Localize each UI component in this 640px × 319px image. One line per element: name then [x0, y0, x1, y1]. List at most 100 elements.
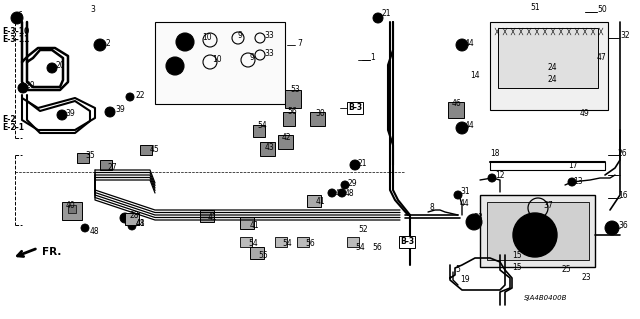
Text: 15: 15: [512, 251, 522, 261]
Text: 37: 37: [543, 202, 553, 211]
Bar: [253, 125, 265, 137]
Text: 35: 35: [85, 152, 95, 160]
Circle shape: [520, 220, 550, 250]
Text: 2: 2: [106, 39, 111, 48]
Text: 15: 15: [512, 263, 522, 272]
Circle shape: [328, 189, 336, 197]
Bar: [240, 217, 254, 229]
Bar: [498, 28, 598, 88]
Text: 54: 54: [257, 121, 267, 130]
Text: 54: 54: [282, 240, 292, 249]
Text: 27: 27: [108, 164, 118, 173]
Bar: [347, 237, 359, 247]
Bar: [240, 237, 252, 247]
Text: 9: 9: [250, 54, 255, 63]
Text: 21: 21: [382, 10, 392, 19]
Text: 56: 56: [287, 108, 297, 116]
Text: 36: 36: [618, 221, 628, 231]
Circle shape: [466, 214, 482, 230]
Bar: [200, 210, 214, 222]
Text: 5: 5: [455, 265, 460, 275]
Circle shape: [81, 224, 89, 232]
Bar: [140, 145, 152, 155]
Text: E-2: E-2: [2, 115, 15, 124]
Circle shape: [128, 222, 136, 230]
Text: E-2-1: E-2-1: [2, 123, 24, 132]
Circle shape: [105, 107, 115, 117]
Text: E-3-11: E-3-11: [2, 35, 29, 44]
Circle shape: [166, 57, 184, 75]
Bar: [260, 142, 275, 156]
Text: 9: 9: [238, 32, 243, 41]
Circle shape: [176, 33, 194, 51]
Bar: [68, 205, 76, 213]
Text: 30: 30: [315, 108, 324, 117]
Text: 54: 54: [248, 240, 258, 249]
Text: 44: 44: [460, 198, 470, 207]
Bar: [77, 153, 89, 163]
Circle shape: [341, 181, 349, 189]
Text: 32: 32: [620, 32, 630, 41]
Circle shape: [488, 174, 496, 182]
Bar: [448, 102, 464, 118]
Text: 28: 28: [130, 211, 140, 220]
Text: 42: 42: [335, 189, 344, 197]
Text: 24: 24: [548, 76, 557, 85]
Text: 24: 24: [548, 63, 557, 72]
Text: 50: 50: [597, 5, 607, 14]
Text: 44: 44: [465, 39, 475, 48]
Text: 41: 41: [136, 219, 146, 228]
Circle shape: [11, 12, 23, 24]
Text: 38: 38: [473, 213, 483, 222]
Text: 26: 26: [618, 149, 628, 158]
Circle shape: [94, 39, 106, 51]
Text: 33: 33: [264, 49, 274, 58]
Text: E-3-10: E-3-10: [2, 27, 29, 36]
Circle shape: [57, 110, 67, 120]
Circle shape: [126, 93, 134, 101]
Text: SJA4B0400B: SJA4B0400B: [524, 295, 568, 301]
Text: 7: 7: [297, 40, 302, 48]
Text: FR.: FR.: [42, 247, 61, 257]
Text: 56: 56: [372, 243, 381, 253]
Text: 40: 40: [66, 202, 76, 211]
Circle shape: [338, 189, 346, 197]
Text: 12: 12: [495, 172, 504, 181]
Text: 42: 42: [282, 133, 292, 143]
Text: 13: 13: [573, 176, 582, 186]
Text: B-3: B-3: [400, 238, 414, 247]
Text: 49: 49: [580, 108, 589, 117]
Bar: [310, 112, 325, 126]
Circle shape: [47, 63, 57, 73]
Text: 21: 21: [358, 159, 367, 167]
Text: 48: 48: [345, 189, 355, 197]
Bar: [307, 195, 321, 207]
Bar: [62, 202, 82, 220]
Text: 53: 53: [290, 85, 300, 94]
Bar: [487, 202, 589, 260]
Bar: [155, 22, 285, 104]
Text: 31: 31: [460, 187, 470, 196]
Text: 39: 39: [115, 106, 125, 115]
Bar: [278, 135, 293, 149]
Bar: [275, 237, 287, 247]
Bar: [285, 90, 301, 108]
Text: 44: 44: [465, 122, 475, 130]
Text: 8: 8: [430, 204, 435, 212]
Text: 54: 54: [355, 243, 365, 253]
Text: 14: 14: [470, 71, 479, 80]
Text: B-3: B-3: [348, 103, 362, 113]
Circle shape: [120, 213, 130, 223]
Text: 51: 51: [530, 4, 540, 12]
Text: 39: 39: [65, 108, 75, 117]
Text: 6: 6: [17, 11, 22, 19]
Text: 20: 20: [26, 80, 36, 90]
Circle shape: [456, 122, 468, 134]
Circle shape: [513, 213, 557, 257]
Text: 52: 52: [358, 226, 367, 234]
Bar: [490, 22, 608, 110]
Text: 4: 4: [178, 38, 183, 47]
Text: 16: 16: [618, 191, 628, 201]
Text: 1: 1: [370, 54, 375, 63]
Text: 33: 33: [264, 32, 274, 41]
